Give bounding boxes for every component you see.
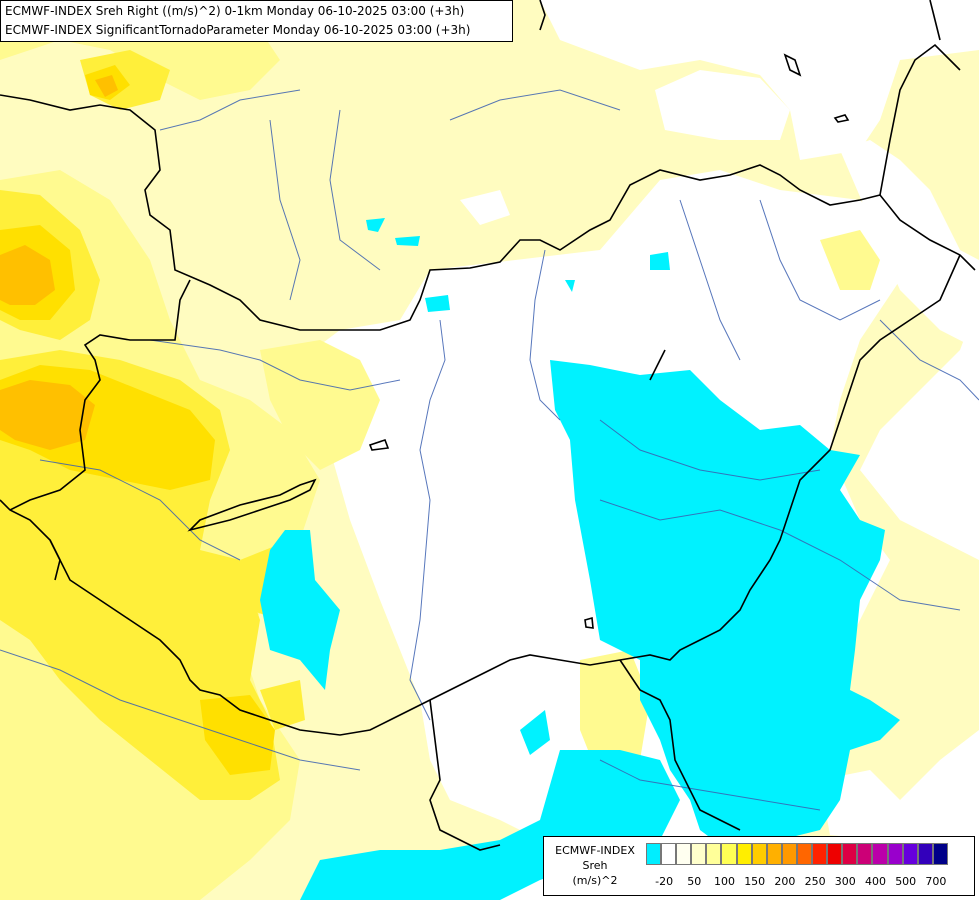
map-title-box: ECMWF-INDEX Sreh Right ((m/s)^2) 0-1km M…: [0, 0, 513, 42]
legend-tick-label: 400: [865, 875, 886, 888]
shading-cyan: [260, 218, 900, 900]
legend-tick-label: 250: [804, 875, 826, 888]
legend-title-block: ECMWF-INDEX Sreh (m/s)^2: [544, 843, 646, 888]
rivers: [0, 89, 979, 811]
legend-tick-label: 700: [925, 875, 947, 888]
legend-swatch: [751, 843, 767, 865]
legend-swatch: [872, 843, 888, 865]
legend-swatch: [827, 843, 843, 865]
legend-swatch: [661, 843, 677, 865]
legend-swatch: [932, 843, 948, 865]
legend-tick-label: 500: [895, 875, 917, 888]
legend-swatch: [902, 843, 918, 865]
legend-swatch: [706, 843, 722, 865]
legend-color-scale: [646, 843, 948, 865]
legend-tick-label: 300: [834, 875, 856, 888]
shading-orange: [0, 75, 118, 450]
legend-swatch: [887, 843, 903, 865]
country-borders: [0, 0, 976, 851]
legend-title: ECMWF-INDEX: [555, 844, 635, 857]
legend-swatch: [857, 843, 873, 865]
legend-swatch: [812, 843, 828, 865]
title-line-2: ECMWF-INDEX SignificantTornadoParameter …: [5, 23, 471, 37]
color-legend: ECMWF-INDEX Sreh (m/s)^2 -20 50 100 150 200 2…: [543, 836, 975, 896]
legend-tick-label: 200: [774, 875, 796, 888]
legend-swatch: [796, 843, 813, 865]
legend-swatch: [691, 843, 707, 865]
legend-swatch: [766, 843, 782, 865]
legend-swatch: [736, 843, 752, 865]
legend-unit: (m/s)^2: [572, 874, 618, 887]
legend-tick-labels: -20 50 100 150 200 250 300 400 500 700: [646, 875, 976, 889]
legend-tick-label: 100: [714, 875, 735, 888]
legend-swatch: [676, 843, 692, 865]
legend-swatch: [842, 843, 858, 865]
legend-swatch: [781, 843, 797, 865]
legend-tick-label: 50: [687, 875, 702, 888]
legend-swatch: [721, 843, 737, 865]
legend-variable: Sreh: [582, 859, 608, 872]
legend-swatch: [646, 843, 662, 865]
legend-tick-label: -20: [655, 875, 674, 888]
legend-tick-label: 150: [744, 875, 766, 888]
legend-swatch: [917, 843, 933, 865]
title-line-1: ECMWF-INDEX Sreh Right ((m/s)^2) 0-1km M…: [5, 4, 465, 18]
